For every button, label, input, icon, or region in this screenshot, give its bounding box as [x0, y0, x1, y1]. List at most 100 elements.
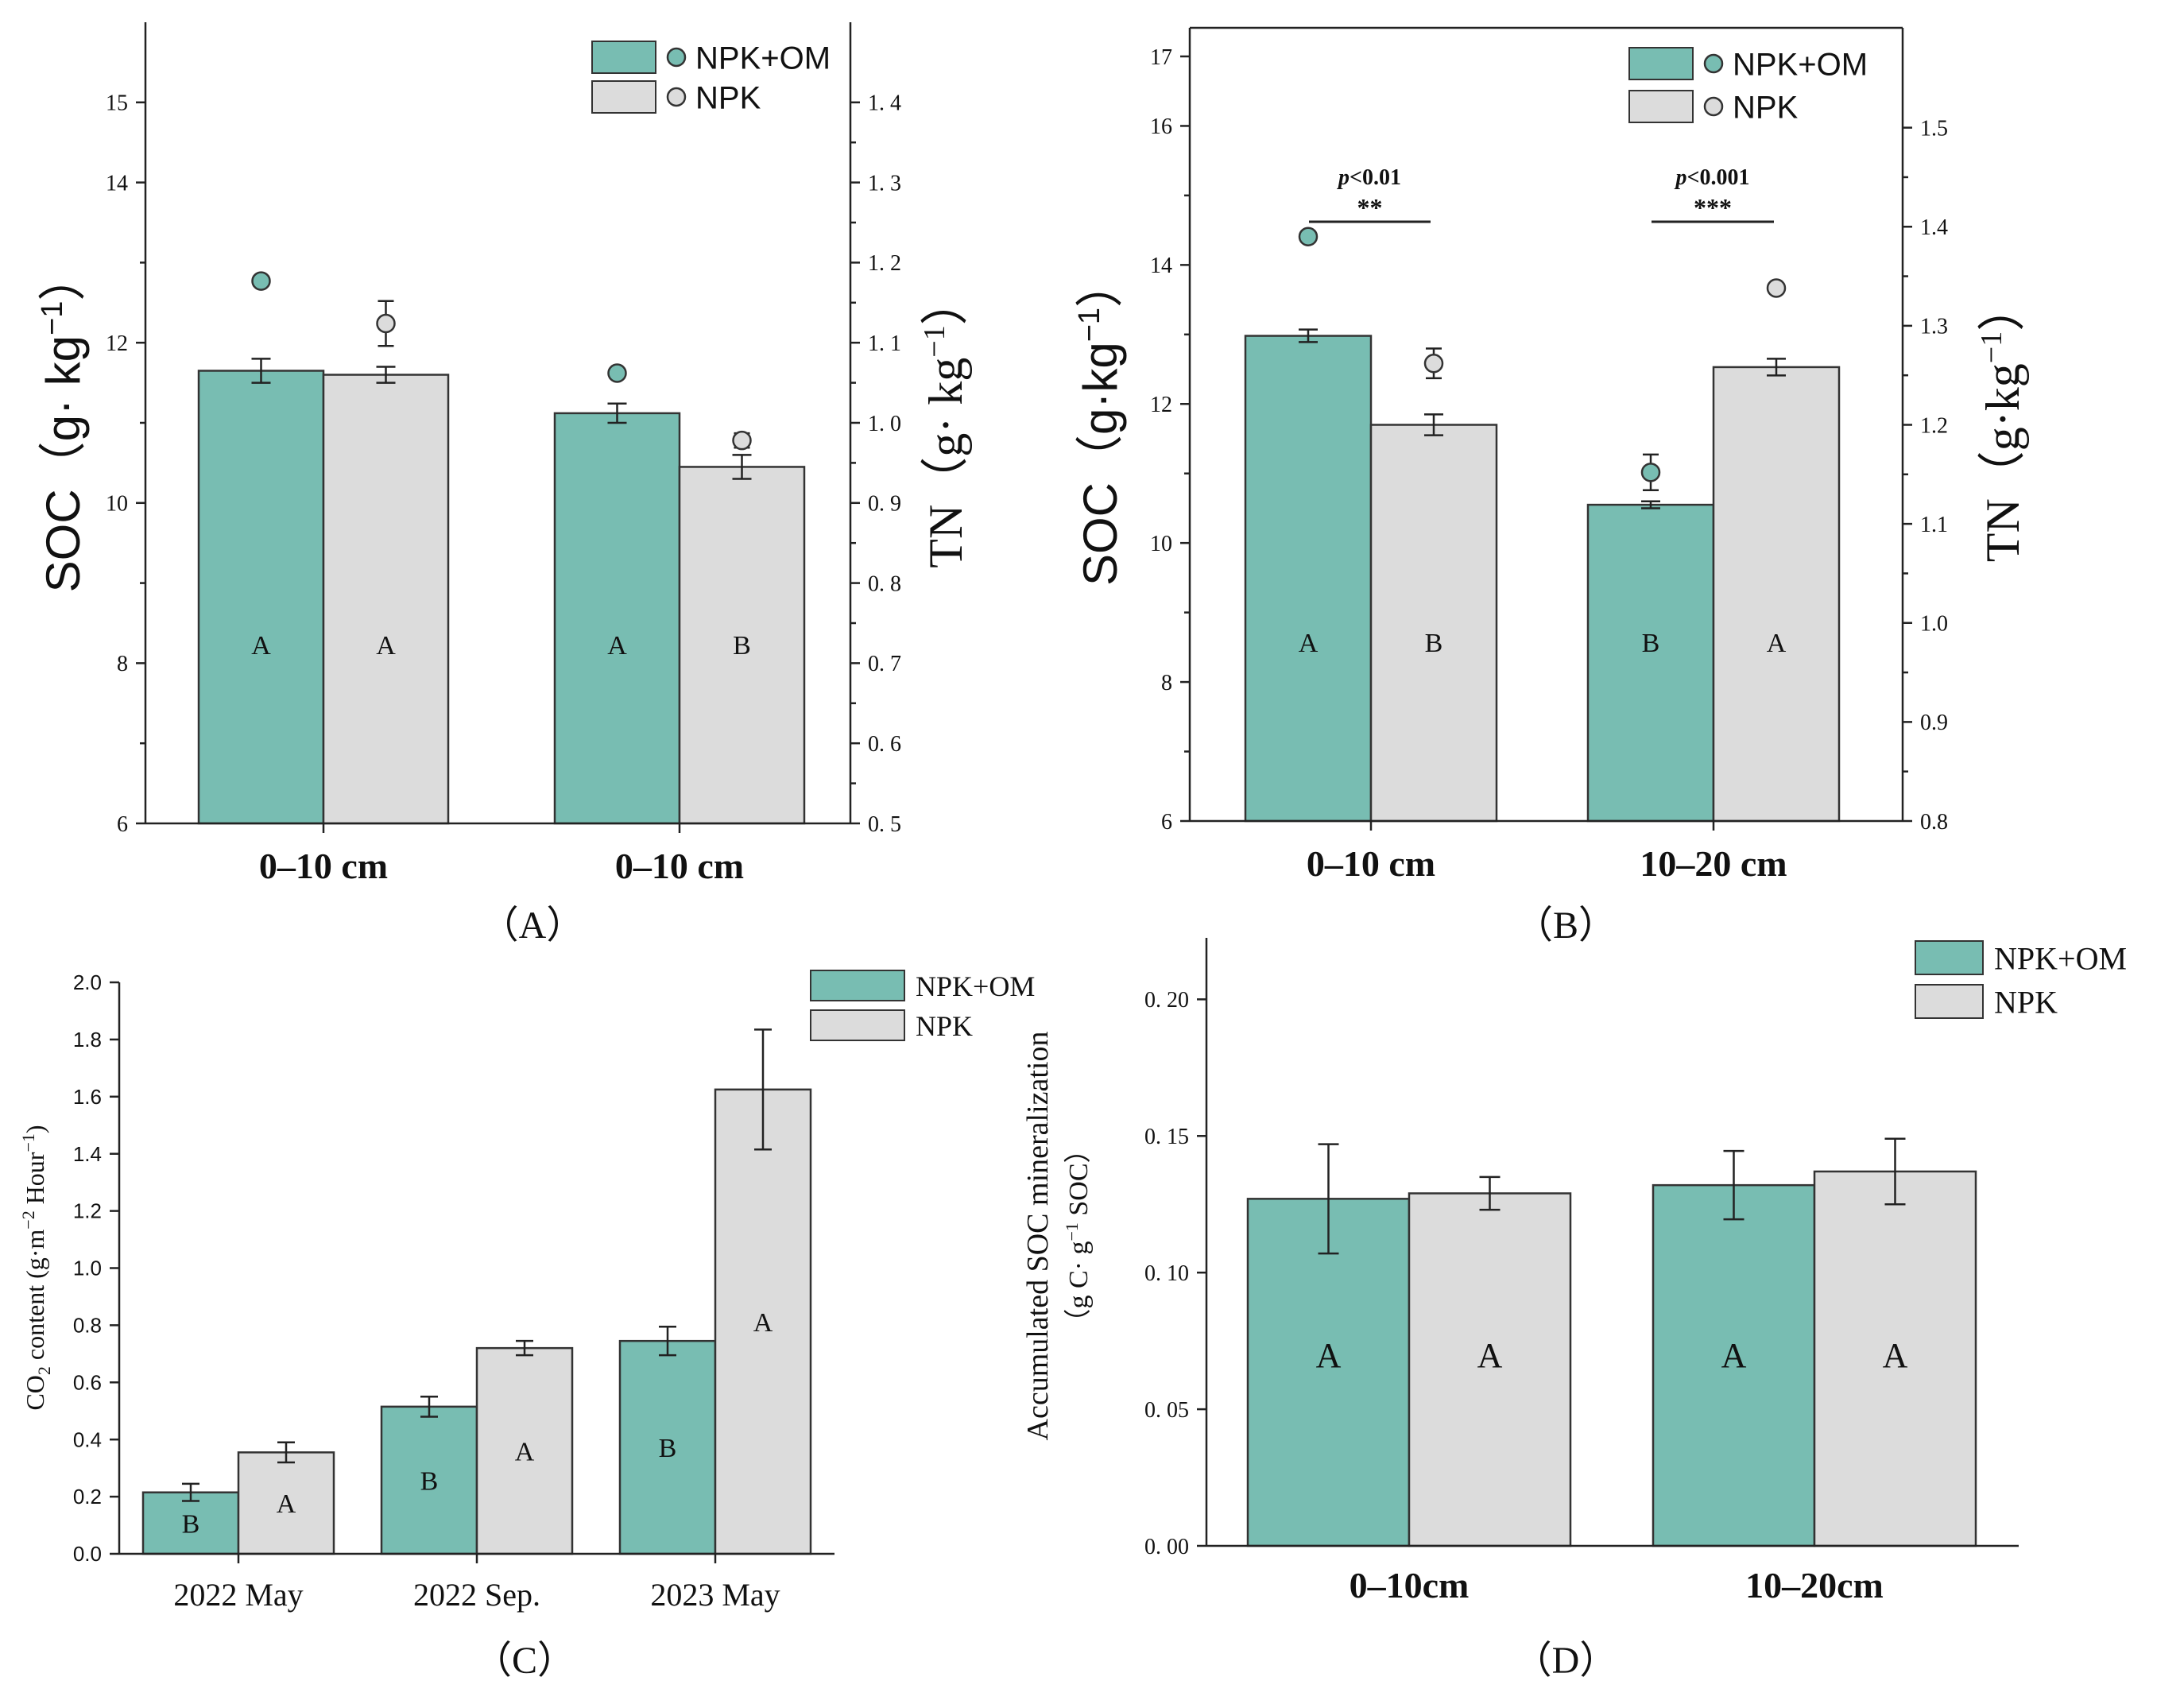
- y-tick-label: 12: [106, 331, 128, 356]
- legend-swatch-2: [810, 1009, 905, 1041]
- p-value-label: p<0.01: [1337, 165, 1401, 190]
- tn-marker-2-1: [1423, 353, 1444, 374]
- p-symbol: p: [1337, 165, 1350, 190]
- y-tick-label: 0.4: [73, 1427, 102, 1451]
- legend-label-2: NPK: [1994, 984, 2058, 1020]
- tn-marker-1-1: [251, 271, 271, 291]
- y2-tick-label: 1.0: [1920, 612, 1948, 637]
- y-tick-label: 14: [1150, 254, 1172, 278]
- y-tick-label: 17: [1150, 45, 1172, 70]
- y-tick-label: 16: [1150, 114, 1172, 139]
- legend-swatch-2: [1915, 984, 1984, 1019]
- y-tick-label: 0.6: [73, 1370, 102, 1394]
- tn-marker-2-2: [1766, 278, 1787, 298]
- p-symbol: p: [1675, 165, 1687, 190]
- y2-tick-label: 0. 5: [868, 812, 901, 837]
- significance-letter: B: [420, 1466, 439, 1496]
- significance-stars: **: [1357, 193, 1383, 222]
- legend-swatch-2: [591, 80, 656, 114]
- legend-label-1: NPK+OM: [1733, 47, 1868, 82]
- y2-tick-label: 1.4: [1920, 215, 1948, 240]
- panel-d: A A A A 0. 00 0. 05 0. 10 0. 15 0. 20 0–10cm 10–20…: [1021, 938, 2127, 1682]
- y-tick-label: 1.0: [73, 1257, 102, 1280]
- legend-swatch-1: [1628, 47, 1694, 80]
- y2-tick-label: 1.2: [1920, 413, 1948, 438]
- y-axis-subtitle-close: SOC）: [1063, 1136, 1094, 1222]
- legend-swatch-1: [1915, 940, 1984, 975]
- x-tick-label: 2022 May: [173, 1577, 303, 1613]
- y-axis-title-sub: 2: [34, 1366, 54, 1375]
- y-tick-label: 12: [1150, 393, 1172, 417]
- y-axis-title: SOC（g·kg−1）: [1073, 260, 1127, 586]
- y-tick-label: 0. 00: [1144, 1535, 1189, 1559]
- panel-label: （A）: [481, 904, 585, 947]
- error-bar-2-2: [1884, 1137, 1906, 1206]
- significance-letter: A: [1316, 1336, 1342, 1375]
- significance-letter: A: [376, 631, 396, 660]
- tn-marker-1-1: [1298, 227, 1319, 246]
- y-axis-title-close: ): [21, 1125, 49, 1133]
- panel-label: （B）: [1515, 904, 1617, 947]
- y-tick-label: 0. 10: [1144, 1261, 1189, 1286]
- legend-label-1: NPK+OM: [1994, 940, 2127, 976]
- y2-tick-label: 0.9: [1920, 711, 1948, 735]
- y-tick-label: 2.0: [73, 970, 102, 994]
- significance-letter: A: [277, 1489, 296, 1519]
- error-bar-2-1: [1424, 413, 1443, 436]
- panel-label: （D）: [1514, 1640, 1618, 1682]
- y-axis-subtitle: （g C· g−1 SOC）: [1062, 1136, 1094, 1335]
- error-bar-1-2: [420, 1396, 438, 1418]
- y2-axis-title-sup: −1: [1975, 331, 2008, 363]
- y-axis-title-main: SOC（g· kg: [37, 335, 90, 592]
- y-tick-label: 0. 15: [1144, 1125, 1189, 1149]
- y-axis-title-sup: −1: [1073, 308, 1106, 342]
- significance-stars: ***: [1694, 193, 1732, 222]
- significance-bracket-1: p<0.01 **: [1309, 165, 1431, 223]
- error-bar-2-2: [732, 454, 752, 480]
- legend-swatch-2: [1628, 90, 1694, 123]
- legend-label-2: NPK: [916, 1010, 973, 1042]
- x-tick-label: 0–10 cm: [615, 846, 744, 886]
- y2-tick-label: 1. 1: [868, 331, 901, 356]
- y2-tick-label: 1. 3: [868, 171, 901, 196]
- tn-marker-2-2: [732, 430, 752, 451]
- bar-npk-om-2: [553, 412, 681, 825]
- error-bar-2-2: [1767, 358, 1786, 377]
- significance-letter: A: [1299, 629, 1319, 658]
- legend-marker-1: [666, 47, 687, 68]
- significance-letter: B: [659, 1434, 677, 1463]
- significance-letter: B: [1642, 629, 1660, 658]
- y2-axis-title: TN（g· kg−1）: [918, 277, 972, 567]
- y2-tick-label: 0. 8: [868, 571, 901, 596]
- bar-npk-1: [1369, 424, 1498, 823]
- bar-npk-om-1: [141, 1491, 240, 1555]
- y2-tick-label: 1. 0: [868, 412, 901, 436]
- significance-letter: A: [1883, 1336, 1908, 1375]
- y2-tick-label: 1. 2: [868, 251, 901, 276]
- legend-marker-2: [1703, 96, 1724, 117]
- significance-letter: B: [1425, 629, 1443, 658]
- legend-label-1: NPK+OM: [916, 970, 1035, 1002]
- legend-swatch-1: [591, 41, 656, 74]
- panel-a: A A A B 6 8 10 12 14 15 0. 5 0. 6 0. 7 0. 8 0. 9 1. 0 1.…: [36, 22, 972, 947]
- y-axis-title-sup: −2: [18, 1210, 38, 1229]
- y2-axis-title-sup: −1: [918, 325, 951, 357]
- y-axis-title: CO2 content (g·m−2 Hour−1): [18, 1125, 54, 1410]
- p-value: <0.01: [1350, 165, 1401, 190]
- y2-axis-title: TN（g·kg−1）: [1975, 284, 2029, 562]
- bar-npk-2: [1712, 366, 1841, 823]
- y2-tick-label: 0. 7: [868, 652, 901, 676]
- y-axis-title: Accumulated SOC mineralization: [1021, 1032, 1055, 1441]
- significance-letter: B: [182, 1509, 200, 1539]
- y-tick-label: 0.2: [73, 1485, 102, 1509]
- y2-tick-label: 0. 9: [868, 492, 901, 517]
- y-tick-label: 0.0: [73, 1542, 102, 1566]
- y-tick-label: 1.8: [73, 1028, 102, 1052]
- y2-tick-label: 0.8: [1920, 810, 1948, 835]
- y2-axis-title-close: ）: [1977, 284, 2029, 331]
- panel-label: （C）: [474, 1640, 575, 1682]
- bar-npk-om-2: [1586, 503, 1715, 823]
- y-tick-label: 10: [106, 492, 128, 517]
- error-bar-2-1: [277, 1441, 295, 1464]
- x-tick-label: 10–20cm: [1745, 1565, 1884, 1605]
